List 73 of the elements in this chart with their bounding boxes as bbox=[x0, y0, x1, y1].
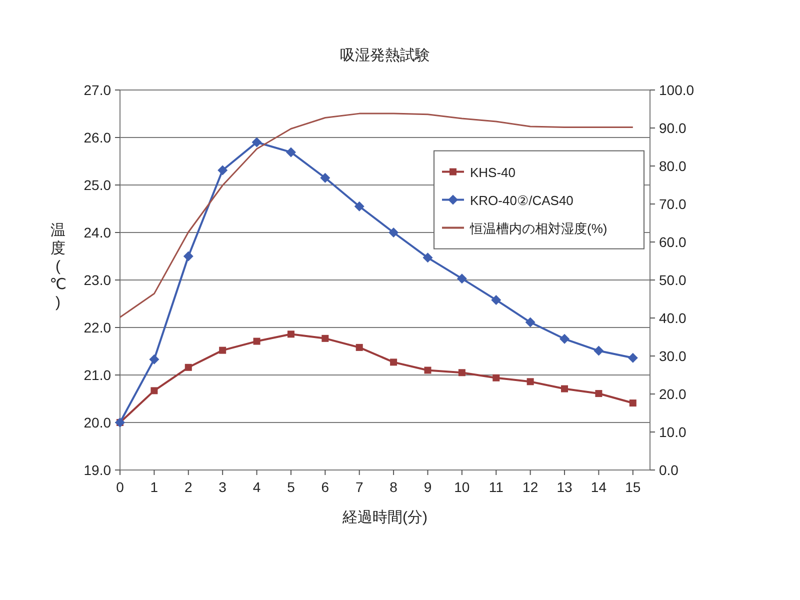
y-tick-label: 20.0 bbox=[84, 414, 112, 430]
y2-tick-label: 90.0 bbox=[659, 120, 686, 136]
legend-label: 恒温槽内の相対湿度(%) bbox=[469, 220, 608, 236]
point bbox=[424, 366, 432, 374]
point bbox=[388, 228, 399, 238]
y-tick-label: 27.0 bbox=[84, 82, 112, 98]
x-tick-label: 3 bbox=[218, 479, 227, 495]
point bbox=[525, 317, 536, 328]
x-tick-label: 11 bbox=[488, 479, 504, 495]
y-axis-title: 温度(℃) bbox=[50, 222, 66, 311]
chart-title: 吸湿発熱試験 bbox=[340, 47, 430, 64]
y-tick-label: 23.0 bbox=[84, 272, 112, 288]
point bbox=[219, 346, 226, 354]
x-tick-label: 12 bbox=[522, 479, 538, 495]
y2-tick-label: 20.0 bbox=[659, 386, 686, 402]
point bbox=[322, 334, 329, 342]
point bbox=[595, 390, 602, 398]
x-tick-label: 0 bbox=[116, 479, 124, 495]
point bbox=[184, 364, 192, 371]
point bbox=[560, 334, 570, 344]
y-tick-label: 19.0 bbox=[84, 462, 112, 478]
legend-label: KRO-40②/CAS40 bbox=[470, 192, 574, 208]
x-tick-label: 5 bbox=[287, 479, 296, 495]
y2-tick-label: 10.0 bbox=[659, 424, 686, 440]
y-tick-label: 24.0 bbox=[84, 224, 112, 240]
x-axis-title: 経過時間(分) bbox=[342, 509, 428, 526]
point bbox=[218, 165, 228, 176]
point bbox=[561, 385, 568, 392]
y-tick-label: 26.0 bbox=[84, 130, 112, 146]
x-tick-label: 9 bbox=[424, 479, 432, 495]
x-tick-label: 4 bbox=[252, 479, 261, 495]
y-tick-label: 21.0 bbox=[84, 367, 112, 383]
point bbox=[492, 374, 500, 382]
y-tick-label: 25.0 bbox=[84, 177, 112, 193]
point bbox=[491, 294, 502, 305]
line-series bbox=[119, 112, 634, 318]
x-tick-label: 1 bbox=[150, 479, 158, 495]
point bbox=[458, 369, 466, 376]
y2-tick-label: 100.0 bbox=[659, 82, 694, 98]
point bbox=[628, 352, 638, 363]
y2-tick-label: 70.0 bbox=[659, 196, 686, 212]
point bbox=[320, 172, 330, 183]
point bbox=[150, 387, 158, 394]
x-tick-label: 10 bbox=[454, 479, 470, 495]
x-tick-label: 14 bbox=[590, 479, 607, 495]
x-tick-label: 7 bbox=[355, 479, 364, 495]
x-tick-label: 8 bbox=[390, 479, 398, 495]
y2-tick-label: 0.0 bbox=[659, 462, 679, 478]
point bbox=[390, 358, 398, 366]
point bbox=[253, 338, 260, 345]
point bbox=[183, 251, 194, 262]
x-tick-label: 2 bbox=[184, 479, 192, 495]
point bbox=[422, 252, 433, 263]
y2-tick-label: 50.0 bbox=[659, 272, 686, 288]
y-tick-label: 22.0 bbox=[84, 320, 112, 336]
legend-label: KHS-40 bbox=[470, 164, 516, 180]
y2-tick-label: 80.0 bbox=[659, 158, 686, 174]
point bbox=[594, 346, 604, 356]
point bbox=[356, 344, 363, 351]
point bbox=[629, 400, 636, 407]
y2-tick-label: 40.0 bbox=[659, 310, 686, 326]
point bbox=[286, 147, 296, 158]
point bbox=[354, 201, 364, 212]
x-tick-label: 6 bbox=[321, 479, 330, 495]
y2-tick-label: 60.0 bbox=[659, 234, 686, 250]
point bbox=[252, 137, 262, 148]
point bbox=[287, 330, 294, 338]
x-tick-label: 15 bbox=[625, 479, 641, 495]
x-tick-label: 13 bbox=[556, 479, 573, 495]
y2-tick-label: 30.0 bbox=[659, 348, 686, 364]
point bbox=[526, 378, 534, 386]
point bbox=[456, 274, 467, 284]
point bbox=[149, 354, 160, 364]
